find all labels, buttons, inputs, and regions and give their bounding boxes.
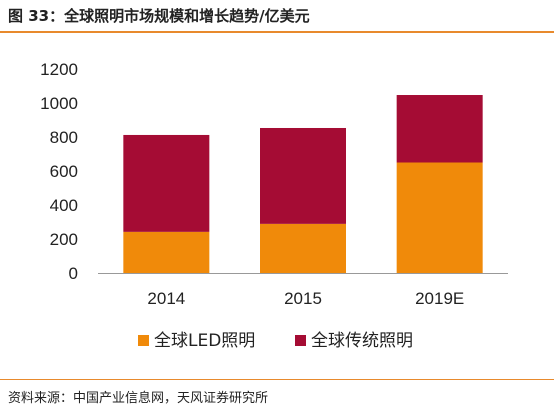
x-axis-ticks: 2014 2015 2019E: [147, 289, 464, 308]
stacked-bar-chart: 0 200 400 600 800 1000 1200 2014 2015 2019E 全球LE…: [40, 60, 508, 351]
y-tick-label: 0: [69, 264, 78, 283]
legend-swatch: [295, 335, 306, 346]
y-tick-label: 1000: [40, 94, 78, 113]
source-rule: [0, 379, 554, 380]
bar-segment-led: [123, 231, 210, 273]
legend-label: 全球LED照明: [154, 331, 255, 351]
y-axis-ticks: 0 200 400 600 800 1000 1200: [40, 60, 78, 283]
y-tick-label: 400: [50, 196, 78, 215]
title-rule: [0, 31, 554, 33]
source-note: 资料来源：中国产业信息网，天风证券研究所: [8, 391, 269, 406]
x-tick-label: 2014: [147, 289, 185, 308]
y-tick-label: 600: [50, 162, 78, 181]
legend: 全球LED照明 全球传统照明: [138, 331, 413, 351]
x-tick-label: 2015: [284, 289, 322, 308]
legend-label: 全球传统照明: [311, 331, 413, 351]
y-tick-label: 1200: [40, 60, 78, 79]
bar-segment-traditional: [396, 95, 483, 163]
bar-segment-led: [260, 223, 346, 273]
x-tick-label: 2019E: [415, 289, 464, 308]
y-tick-label: 800: [50, 128, 78, 147]
bar-segment-led: [396, 162, 483, 273]
bar-segment-traditional: [123, 134, 210, 232]
bar-segment-traditional: [260, 127, 346, 224]
legend-swatch: [138, 335, 149, 346]
bars: [123, 95, 483, 273]
y-tick-label: 200: [50, 230, 78, 249]
figure-title: 图 33：全球照明市场规模和增长趋势/亿美元: [8, 7, 310, 25]
